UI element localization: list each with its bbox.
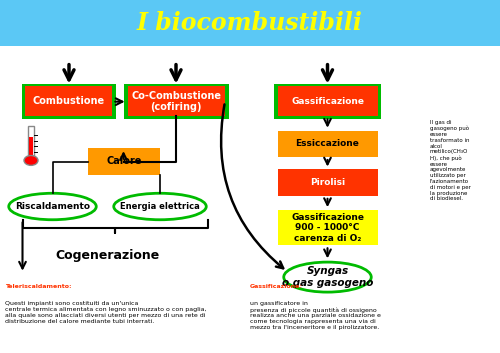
- Text: Il gas di
gasogeno può
essere
trasformato in
alcol
metilico(CH₃O
H), che può
ess: Il gas di gasogeno può essere trasformat…: [430, 120, 470, 202]
- FancyBboxPatch shape: [22, 84, 116, 119]
- Text: Riscaldamento: Riscaldamento: [15, 202, 90, 211]
- FancyBboxPatch shape: [128, 86, 225, 116]
- Text: Cogenerazione: Cogenerazione: [56, 249, 160, 262]
- FancyBboxPatch shape: [278, 131, 378, 157]
- Text: Gassificazione
900 - 1000°C
carenza di O₂: Gassificazione 900 - 1000°C carenza di O…: [291, 213, 364, 243]
- Bar: [29, 137, 33, 156]
- FancyBboxPatch shape: [274, 84, 381, 119]
- FancyBboxPatch shape: [0, 0, 500, 46]
- Ellipse shape: [284, 262, 371, 292]
- Text: Gassificazione: Gassificazione: [291, 97, 364, 106]
- FancyBboxPatch shape: [124, 84, 228, 119]
- Text: Essiccazione: Essiccazione: [296, 139, 360, 148]
- FancyBboxPatch shape: [25, 86, 112, 116]
- Text: Gassificazione:: Gassificazione:: [250, 284, 303, 289]
- FancyBboxPatch shape: [88, 148, 160, 175]
- Ellipse shape: [9, 193, 96, 220]
- Text: Combustione: Combustione: [32, 96, 105, 107]
- Text: Co-Combustione
(cofiring): Co-Combustione (cofiring): [132, 91, 222, 112]
- Text: Syngas
o gas gasogeno: Syngas o gas gasogeno: [282, 266, 373, 288]
- Circle shape: [24, 155, 38, 165]
- Text: Energia elettrica: Energia elettrica: [120, 202, 200, 211]
- Bar: [28, 126, 34, 156]
- FancyBboxPatch shape: [278, 169, 378, 196]
- Text: I biocombustibili: I biocombustibili: [137, 11, 363, 35]
- Text: Teleriscaldamento:: Teleriscaldamento:: [5, 284, 71, 289]
- Text: Pirolisi: Pirolisi: [310, 178, 345, 187]
- FancyBboxPatch shape: [278, 86, 378, 116]
- Text: Questi impianti sono costituiti da un'unica
centrale termica alimentata con legn: Questi impianti sono costituiti da un'un…: [5, 301, 206, 323]
- Text: un gassificatore in
presenza di piccole quantità di ossigeno
realizza anche una : un gassificatore in presenza di piccole …: [250, 301, 381, 330]
- Ellipse shape: [114, 193, 206, 220]
- FancyBboxPatch shape: [278, 210, 378, 245]
- Text: Calore: Calore: [106, 156, 142, 167]
